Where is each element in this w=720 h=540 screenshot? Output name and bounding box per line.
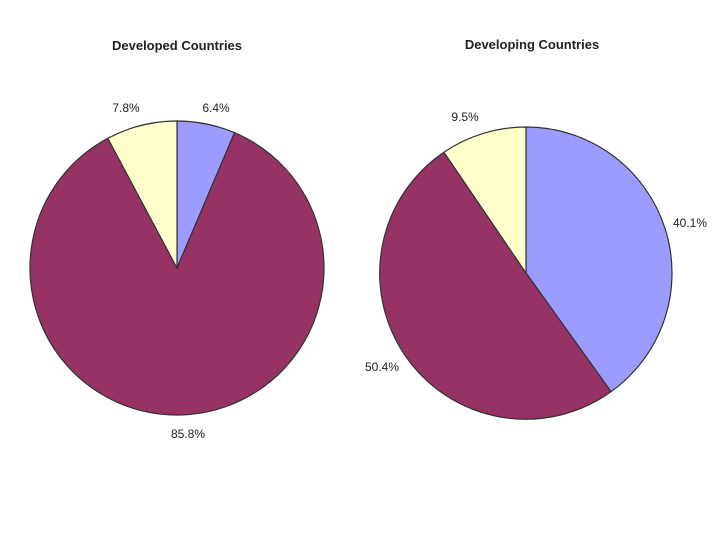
slice-label-1-1: 50.4% <box>365 360 399 374</box>
pie-slice-0-2 <box>106 120 178 269</box>
pie-developing: 40.1% 50.4% 9.5% <box>365 110 707 420</box>
pie-slice-0-1 <box>29 131 325 416</box>
pie-slice-1-1 <box>379 151 612 420</box>
slice-label-0-0: 6.4% <box>202 101 230 115</box>
chart-title-developed: Developed Countries <box>111 38 243 53</box>
pie-slice-1-0 <box>525 126 673 393</box>
slice-label-1-0: 40.1% <box>673 216 707 230</box>
pie-developed: 6.4% 85.8% 7.8% <box>29 101 325 441</box>
slice-label-0-2: 7.8% <box>112 101 140 115</box>
slice-label-1-2: 9.5% <box>451 110 479 124</box>
chart-title-developing: Developing Countries <box>464 37 600 52</box>
slice-label-0-1: 85.8% <box>171 427 205 441</box>
pie-slice-1-2 <box>443 126 527 275</box>
